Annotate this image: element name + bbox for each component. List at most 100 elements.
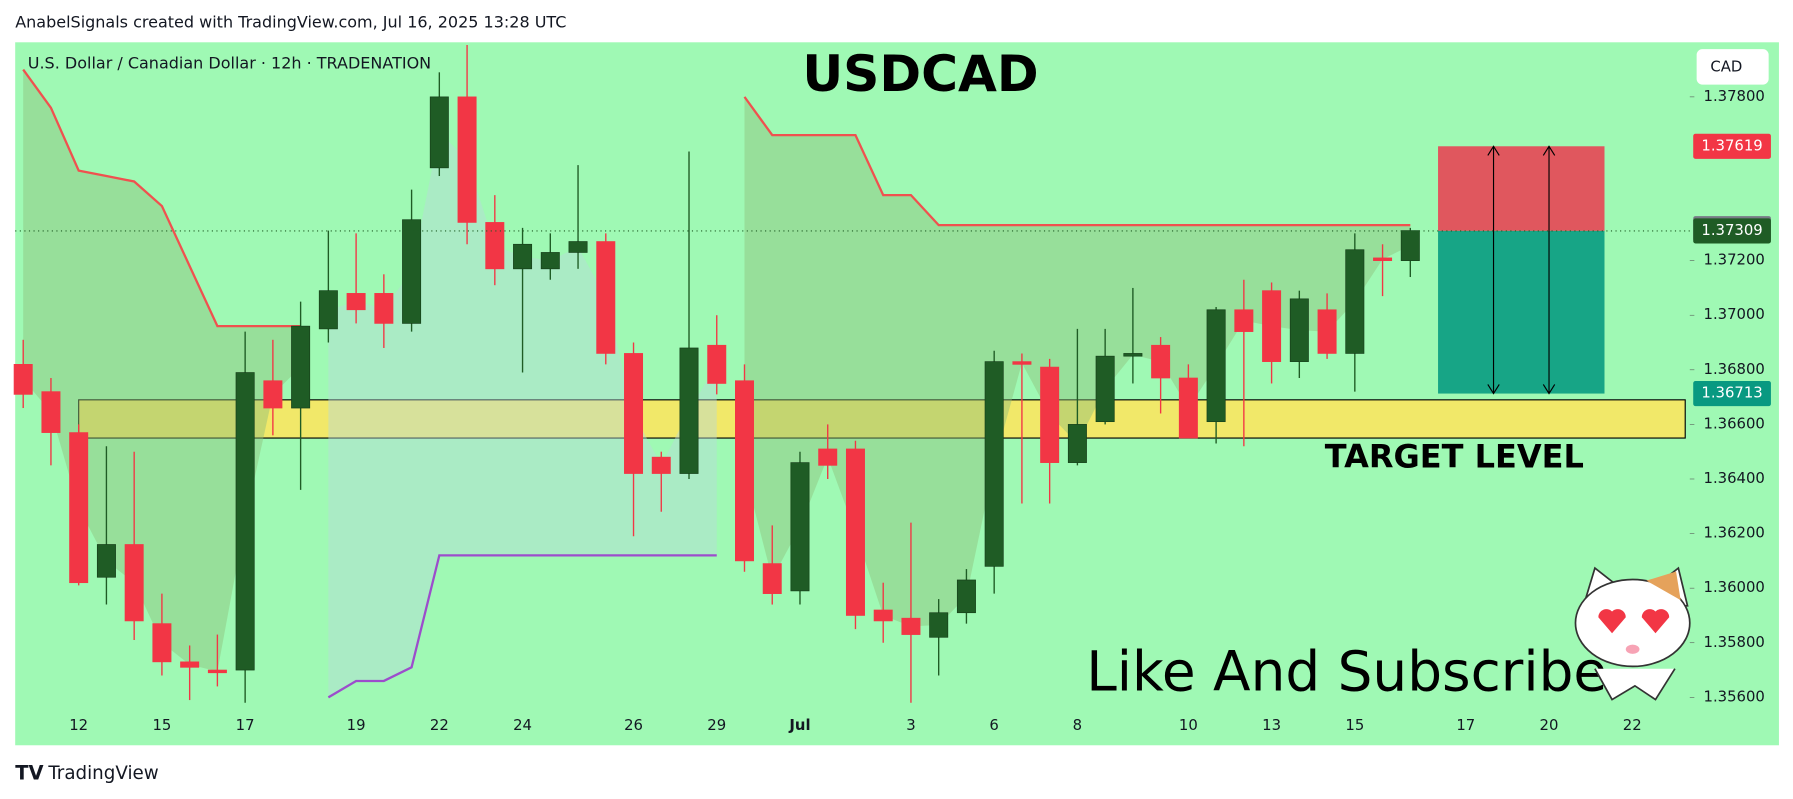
candle-body <box>180 661 200 668</box>
candle-body <box>402 219 422 324</box>
x-tick-label: 26 <box>624 716 643 734</box>
arrow-head <box>1487 145 1500 395</box>
symbol-info: U.S. Dollar / Canadian Dollar · 12h · TR… <box>28 54 431 73</box>
candle-body <box>69 432 89 584</box>
candle-body <box>318 290 338 330</box>
x-tick-label: 6 <box>989 716 998 734</box>
candle-body <box>1345 249 1365 354</box>
candle-body <box>1206 309 1226 423</box>
candle-body <box>1067 424 1087 463</box>
indicator-shade <box>23 69 301 672</box>
candle-body <box>1123 353 1143 357</box>
candle-body <box>263 380 283 409</box>
candle-body <box>124 544 144 622</box>
candle-body <box>624 353 644 474</box>
candle-body <box>568 241 588 253</box>
candle-body <box>984 361 1004 567</box>
indicator-line <box>22 68 1411 328</box>
candle-body <box>1289 298 1309 362</box>
y-tick-label: 1.36200 <box>1704 524 1765 542</box>
x-tick-label: 3 <box>906 716 915 734</box>
x-tick-label: 29 <box>707 716 726 734</box>
cat-sticker <box>1574 566 1691 701</box>
candle-body <box>13 364 33 395</box>
brand-logo: TV <box>15 761 43 784</box>
candle-body <box>845 448 865 616</box>
y-tick-label: 1.36400 <box>1704 469 1765 487</box>
candle-body <box>818 448 838 466</box>
x-tick-label: 15 <box>1345 716 1364 734</box>
currency-box <box>1696 49 1769 85</box>
x-tick-label: 19 <box>347 716 366 734</box>
candle-body <box>152 623 172 663</box>
x-tick-label: 10 <box>1179 716 1198 734</box>
cta: Like And Subscribe <box>1086 640 1607 704</box>
y-tick-label: 1.37800 <box>1704 87 1765 105</box>
price-label: 1.36713 <box>1701 384 1762 402</box>
x-tick-label: 8 <box>1073 716 1082 734</box>
x-tick-label: 22 <box>430 716 449 734</box>
y-tick-label: 1.35800 <box>1704 633 1765 651</box>
candle-body <box>207 669 227 674</box>
price-label: 1.37309 <box>1701 221 1762 239</box>
y-tick-label: 1.36800 <box>1704 360 1765 378</box>
candle-body <box>651 456 671 474</box>
target-label: TARGET LEVEL <box>1325 437 1584 475</box>
y-tick-label: 1.37200 <box>1704 251 1765 269</box>
candle-body <box>41 391 61 433</box>
y-tick-label: 1.37000 <box>1704 305 1765 323</box>
y-tick-label: 1.36000 <box>1704 578 1765 596</box>
candle-body <box>1400 230 1420 261</box>
candle-body <box>1151 344 1171 379</box>
x-tick-label: 22 <box>1623 716 1642 734</box>
candle-body <box>1317 309 1337 354</box>
candle-body <box>1373 257 1393 261</box>
candle-body <box>762 563 782 594</box>
candle-body <box>596 241 616 354</box>
candle-body <box>291 325 311 409</box>
candle-body <box>707 344 727 384</box>
candle-body <box>929 612 949 638</box>
brand: TradingView <box>47 763 158 784</box>
candle-body <box>429 96 449 169</box>
y-tick-label: 1.36600 <box>1704 414 1765 432</box>
candle-body <box>1040 366 1060 463</box>
candle-body <box>1178 377 1198 439</box>
candle-body <box>540 252 560 270</box>
candle-body <box>235 372 255 671</box>
candle-body <box>346 293 366 311</box>
x-tick-label: 17 <box>236 716 255 734</box>
target-zone <box>78 399 1686 439</box>
candle-body <box>1095 355 1115 423</box>
x-tick-label: 24 <box>513 716 532 734</box>
x-tick-label: 20 <box>1540 716 1559 734</box>
candle-body <box>873 609 893 622</box>
chart-title: USDCAD <box>802 44 1038 103</box>
indicator-line <box>327 554 717 699</box>
candle-body <box>1234 309 1254 332</box>
candle-body <box>513 243 533 270</box>
candle-body <box>1262 290 1282 362</box>
candle-body <box>485 222 505 270</box>
candle-body <box>956 579 976 614</box>
arrow-head <box>1542 145 1556 395</box>
x-tick-label: 15 <box>152 716 171 734</box>
price-label-box <box>1693 380 1771 407</box>
candle-body <box>790 462 810 592</box>
candle-body <box>457 96 477 223</box>
candle-body <box>735 380 754 562</box>
x-tick-label: 13 <box>1262 716 1281 734</box>
indicator-shade <box>328 132 717 698</box>
credit: AnabelSignals created with TradingView.c… <box>15 12 566 31</box>
candle-body <box>1012 361 1032 365</box>
plot: 1.37800 1.37200 1.37000 1.36800 1.36600 1.364… <box>13 45 1771 734</box>
candle-body <box>96 544 116 578</box>
x-tick-label: 12 <box>69 716 88 734</box>
candle-body <box>901 617 921 635</box>
currency: CAD <box>1710 57 1742 75</box>
profit-zone <box>1438 230 1605 394</box>
price-label-box <box>1693 133 1771 159</box>
price-label-box <box>1693 218 1771 244</box>
stop-zone <box>1438 146 1605 231</box>
